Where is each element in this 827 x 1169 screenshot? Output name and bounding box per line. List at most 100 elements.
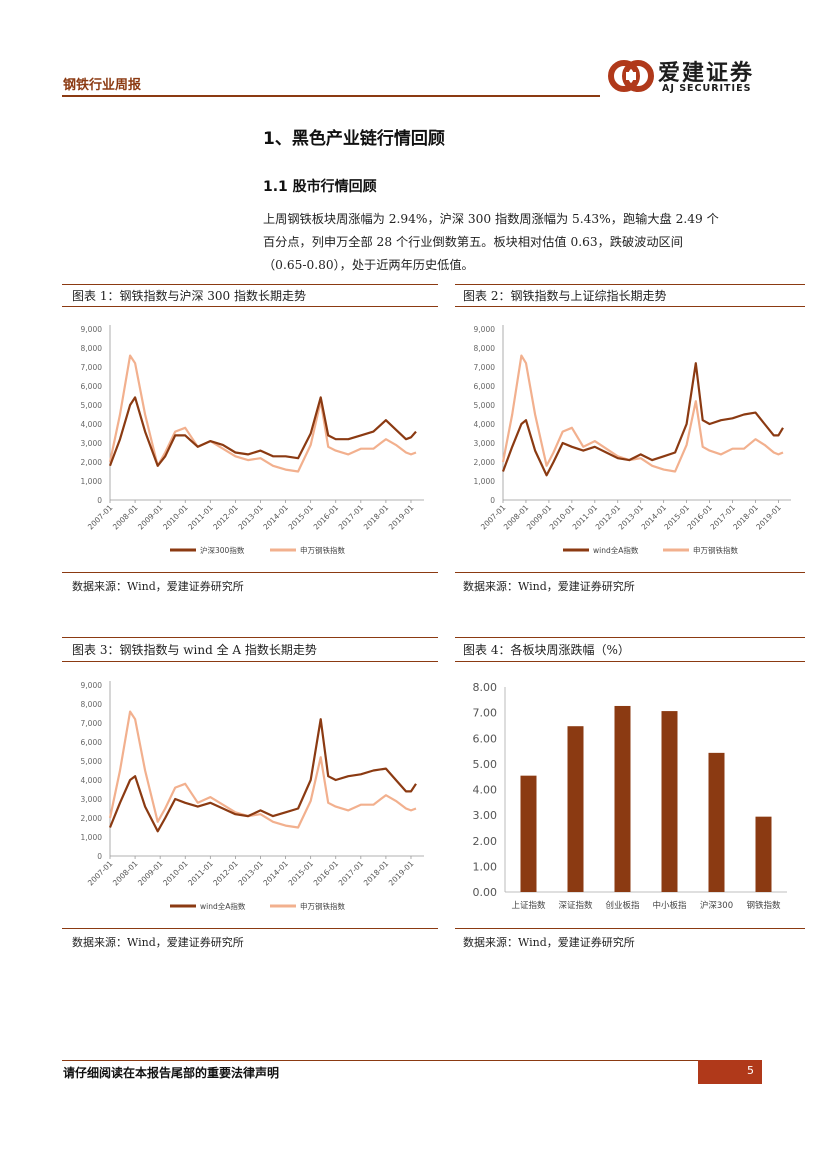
page-number: 5	[747, 1064, 754, 1077]
figure-2-source: 数据来源：Wind，爱建证券研究所	[463, 580, 635, 593]
series-line-steel	[501, 354, 784, 473]
figure-1-top-rule	[62, 284, 438, 285]
series-line-index	[108, 718, 417, 833]
x-tick-label: 2009-01	[136, 503, 165, 532]
y-tick-label: 8,000	[474, 344, 496, 353]
x-tick-label: 2015-01	[287, 859, 316, 888]
y-tick-label: 2.00	[473, 835, 498, 848]
y-tick-label: 1,000	[474, 477, 496, 486]
figure-3-bottom-rule	[62, 928, 438, 929]
x-tick-label: 2007-01	[86, 859, 115, 888]
legal-disclaimer-notice: 请仔细阅读在本报告尾部的重要法律声明	[63, 1066, 280, 1080]
y-tick-label: 1,000	[81, 477, 103, 486]
legend-label: wind全A指数	[593, 545, 639, 555]
paragraph-line: （0.65-0.80），处于近两年历史低值。	[263, 258, 474, 272]
figure-3-top-rule	[62, 637, 438, 638]
y-tick-label: 3.00	[473, 809, 498, 822]
x-tick-label: 2008-01	[111, 503, 140, 532]
legend-label: 申万钢铁指数	[300, 545, 345, 555]
section-heading: 1、黑色产业链行情回顾	[263, 129, 445, 149]
y-tick-label: 6,000	[81, 382, 103, 391]
x-category-label: 创业板指	[605, 900, 640, 911]
logo-english-name: AJ SECURITIES	[662, 83, 752, 94]
figure-4-top-rule	[455, 637, 805, 638]
y-tick-label: 9,000	[81, 681, 103, 690]
figure-3-caption-rule	[62, 661, 438, 662]
report-type-title: 钢铁行业周报	[63, 78, 142, 93]
y-tick-label: 3,000	[81, 439, 103, 448]
x-tick-label: 2019-01	[387, 859, 416, 888]
figure-3-line-chart: 0 1,000 2,000 3,000 4,000 5,000 6,000 7,000 8,00…	[81, 681, 424, 911]
y-tick-label: 5,000	[81, 401, 103, 410]
y-tick-label: 4,000	[81, 776, 103, 785]
y-tick-label: 6.00	[473, 732, 498, 745]
x-tick-label: 2017-01	[337, 859, 366, 888]
figure-3-source: 数据来源：Wind，爱建证券研究所	[72, 936, 244, 949]
y-tick-label: 4,000	[474, 420, 496, 429]
x-tick-label: 2013-01	[236, 503, 265, 532]
x-tick-label: 2013-01	[236, 859, 265, 888]
x-tick-label: 2011-01	[186, 503, 215, 532]
figure-3-caption: 图表 3：钢铁指数与 wind 全 A 指数长期走势	[72, 643, 317, 657]
y-tick-label: 0	[97, 852, 102, 861]
bar-深证指数	[567, 726, 584, 892]
y-tick-label: 8.00	[473, 681, 498, 694]
x-tick-label: 2012-01	[211, 859, 240, 888]
x-tick-label: 2010-01	[161, 503, 190, 532]
logo-mark-icon	[608, 60, 654, 92]
figure-2-line-chart: 0 1,000 2,000 3,000 4,000 5,000 6,000 7,000 8,00…	[474, 325, 791, 555]
figure-4-source: 数据来源：Wind，爱建证券研究所	[463, 936, 635, 949]
bar-沪深300	[708, 752, 725, 892]
y-tick-label: 2,000	[474, 458, 496, 467]
y-tick-label: 7,000	[81, 363, 103, 372]
y-tick-label: 1,000	[81, 833, 103, 842]
figure-1-caption: 图表 1：钢铁指数与沪深 300 指数长期走势	[72, 289, 306, 303]
series-line-index	[108, 396, 417, 467]
series-line-steel	[108, 710, 417, 829]
x-tick-label: 2009-01	[136, 859, 165, 888]
x-tick-label: 2007-01	[86, 503, 115, 532]
y-tick-label: 6,000	[81, 738, 103, 747]
x-tick-label: 2012-01	[211, 503, 240, 532]
bar-钢铁指数	[755, 816, 772, 892]
bar-中小板指	[661, 711, 678, 892]
figure-2-caption: 图表 2：钢铁指数与上证综指长期走势	[463, 289, 667, 303]
figure-1-bottom-rule	[62, 572, 438, 573]
figure-1-caption-rule	[62, 306, 438, 307]
x-category-label: 深证指数	[558, 900, 593, 911]
figure-2-caption-rule	[455, 306, 805, 307]
paragraph-line: 百分点，列申万全部 28 个行业倒数第五。板块相对估值 0.63，跌破波动区间	[263, 235, 683, 249]
y-tick-label: 4.00	[473, 784, 498, 797]
y-tick-label: 8,000	[81, 700, 103, 709]
figure-4-bottom-rule	[455, 928, 805, 929]
y-tick-label: 9,000	[474, 325, 496, 334]
company-logo: 爱建证券 AJ SECURITIES	[608, 55, 778, 97]
y-tick-label: 0	[97, 496, 102, 505]
subsection-heading: 1.1 股市行情回顾	[263, 179, 377, 195]
page-number-box: 5	[698, 1060, 762, 1084]
y-tick-label: 1.00	[473, 860, 498, 873]
y-tick-label: 0.00	[473, 886, 498, 899]
logo-chinese-name: 爱建证券	[658, 60, 755, 86]
series-line-steel	[108, 354, 417, 473]
y-tick-label: 7,000	[474, 363, 496, 372]
x-tick-label: 2014-01	[261, 859, 290, 888]
figure-1-line-chart: 0 1,000 2,000 3,000 4,000 5,000 6,000 7,000 8,00…	[81, 325, 424, 555]
bar-创业板指	[614, 705, 631, 892]
figure-4-caption-rule	[455, 661, 805, 662]
footer-divider	[62, 1060, 762, 1061]
x-tick-label: 2014-01	[261, 503, 290, 532]
y-tick-label: 7.00	[473, 707, 498, 720]
legend-label: wind全A指数	[200, 901, 246, 911]
y-tick-label: 7,000	[81, 719, 103, 728]
x-tick-label: 2017-01	[337, 503, 366, 532]
x-category-label: 钢铁指数	[746, 900, 781, 911]
figure-4-bar-chart: 0.00 1.00 2.00 3.00 4.00 5.00 6.00 7.00 8.00 上证指数…	[473, 681, 787, 911]
x-tick-label: 2018-01	[362, 503, 391, 532]
y-tick-label: 0	[490, 496, 495, 505]
x-category-label: 沪深300	[700, 900, 733, 911]
x-tick-label: 2016-01	[312, 859, 341, 888]
y-tick-label: 6,000	[474, 382, 496, 391]
x-category-label: 中小板指	[652, 900, 687, 911]
y-tick-label: 3,000	[474, 439, 496, 448]
